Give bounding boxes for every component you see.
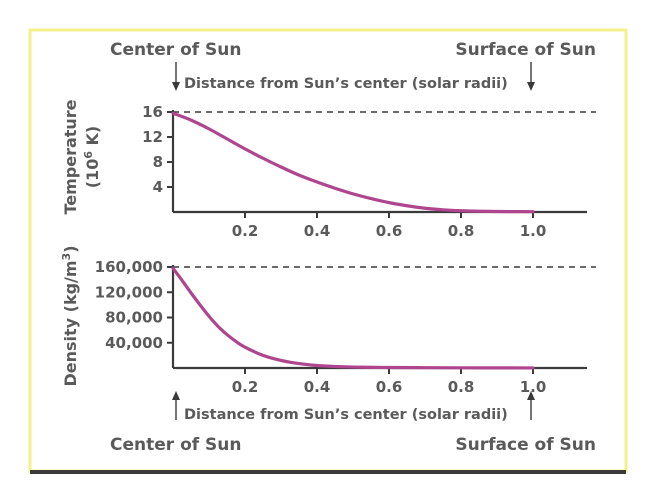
density-y-tick-label: 160,000 — [95, 258, 163, 276]
distance-axis-title-bottom: Distance from Sun’s center (solar radii) — [184, 407, 508, 423]
density-x-tick-label: 0.4 — [304, 378, 331, 396]
temperature-unit-exponent: 6 — [82, 151, 95, 159]
temperature-y-tick-label: 8 — [153, 153, 163, 171]
density-x-tick-label: 0.6 — [376, 378, 403, 396]
bottom-rule — [30, 470, 626, 474]
arrow-down-right-icon — [527, 62, 535, 91]
temperature-y-axis-title: Temperature — [61, 99, 80, 214]
temperature-series-line — [171, 111, 535, 214]
arrow-up-right-icon — [527, 391, 535, 420]
temperature-unit-suffix: K) — [83, 126, 102, 151]
temperature-y-axis-unit: (106 K) — [82, 126, 102, 189]
density-x-tick-label: 1.0 — [520, 378, 547, 396]
density-y-tick-label: 40,000 — [105, 334, 163, 352]
temperature-y-tick-label: 16 — [142, 103, 163, 121]
frame-border — [28, 28, 628, 473]
temperature-x-tick-label: 0.6 — [376, 222, 403, 240]
temperature-unit-prefix: (10 — [83, 159, 102, 189]
density-y-axis-title-main: Density (kg/m — [61, 260, 80, 386]
temperature-chart: 0.2 0.4 0.6 0.8 1.0 4 8 12 16 Temperature (106 K) — [61, 99, 596, 240]
distance-axis-title-top: Distance from Sun’s center (solar radii) — [184, 76, 508, 92]
density-unit-exponent: 3 — [60, 253, 73, 261]
density-unit-suffix: ) — [61, 245, 80, 252]
temperature-y-tick-label: 4 — [153, 178, 163, 196]
density-x-tick-label: 0.2 — [232, 378, 259, 396]
temperature-x-tick-label: 0.2 — [232, 222, 259, 240]
temperature-x-tick-label: 0.4 — [304, 222, 331, 240]
density-y-tick-label: 120,000 — [95, 283, 163, 301]
surface-of-sun-top-label: Surface of Sun — [455, 40, 596, 60]
temperature-x-tick-label: 1.0 — [520, 222, 547, 240]
temperature-x-tick-label: 0.8 — [448, 222, 475, 240]
density-x-tick-label: 0.8 — [448, 378, 475, 396]
density-y-axis-title: Density (kg/m3) — [60, 245, 80, 386]
center-of-sun-top-label: Center of Sun — [110, 40, 242, 60]
density-series-line — [171, 266, 535, 370]
density-y-tick-label: 80,000 — [105, 309, 163, 327]
surface-of-sun-bottom-label: Surface of Sun — [455, 435, 596, 455]
arrow-down-left-icon — [172, 62, 180, 91]
temperature-y-tick-label: 12 — [142, 128, 163, 146]
center-of-sun-bottom-label: Center of Sun — [110, 435, 242, 455]
density-chart: 0.2 0.4 0.6 0.8 1.0 40,000 80,000 120,000 160,00… — [60, 245, 596, 396]
temperature-y-axis-title-main: Temperature — [61, 99, 80, 214]
arrow-up-left-icon — [172, 391, 180, 420]
